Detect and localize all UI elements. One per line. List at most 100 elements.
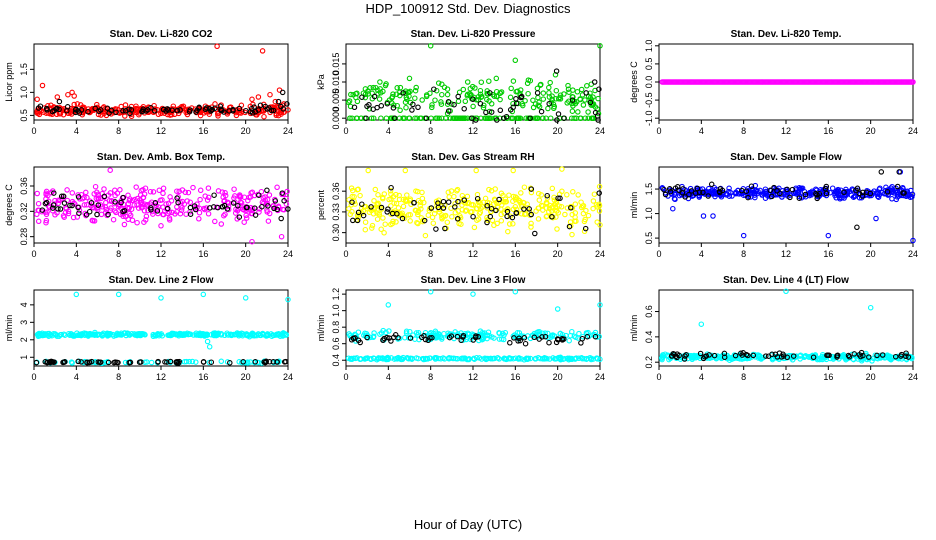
data-point <box>903 190 910 197</box>
data-point <box>597 356 603 363</box>
data-point <box>402 334 408 341</box>
data-point <box>208 332 214 338</box>
data-point <box>211 332 217 339</box>
data-point <box>533 356 539 362</box>
data-point <box>510 206 517 213</box>
data-point <box>755 355 762 361</box>
x-tick-label: 16 <box>823 126 833 136</box>
plot-frame <box>33 289 289 367</box>
y-tick-label: 0.010 <box>331 71 341 94</box>
data-point <box>230 108 236 114</box>
x-tick-label: 4 <box>74 249 79 259</box>
data-point <box>522 98 528 104</box>
data-point <box>94 211 100 218</box>
data-point <box>221 212 227 219</box>
data-point <box>516 330 523 336</box>
data-point <box>504 208 511 215</box>
data-point <box>418 115 425 121</box>
data-point <box>783 288 789 295</box>
data-point <box>488 101 495 107</box>
data-point <box>505 228 511 235</box>
data-point <box>255 107 262 113</box>
data-point <box>591 191 598 197</box>
data-point <box>813 190 819 197</box>
data-point <box>274 184 280 191</box>
data-point <box>471 224 478 231</box>
data-point <box>407 355 414 362</box>
data-point <box>544 200 550 206</box>
data-point <box>580 202 587 209</box>
data-point <box>224 108 230 115</box>
data-point <box>370 115 377 121</box>
data-point <box>778 354 785 360</box>
data-point <box>267 91 273 98</box>
data-point <box>822 186 829 192</box>
data-point <box>49 207 56 214</box>
data-point <box>76 110 83 116</box>
data-point <box>65 91 71 98</box>
data-point <box>572 201 579 207</box>
x-tick-label: 0 <box>31 372 36 382</box>
data-point <box>448 333 455 339</box>
data-point <box>594 219 600 225</box>
data-point <box>769 351 775 358</box>
data-point <box>245 197 251 204</box>
data-point <box>439 81 445 88</box>
data-point <box>107 331 113 337</box>
data-point <box>521 184 528 190</box>
data-point <box>572 210 579 216</box>
data-point <box>463 207 470 213</box>
data-point <box>154 106 161 113</box>
data-point <box>110 216 117 223</box>
data-point <box>510 100 516 107</box>
data-point <box>569 97 576 103</box>
data-point <box>494 117 500 123</box>
x-tick-label: 4 <box>699 372 704 382</box>
data-point <box>510 115 516 121</box>
data-point <box>399 215 406 222</box>
data-point <box>132 196 138 203</box>
data-point <box>910 237 916 244</box>
data-point <box>700 213 707 219</box>
data-point <box>445 199 452 205</box>
data-point <box>799 185 806 191</box>
data-point <box>860 189 866 196</box>
data-point <box>673 353 679 359</box>
data-point <box>138 199 144 206</box>
data-point <box>511 332 518 338</box>
data-point <box>40 332 46 339</box>
x-tick-label: 4 <box>74 372 79 382</box>
data-point <box>592 333 599 340</box>
data-point <box>55 206 61 212</box>
data-point <box>868 192 875 198</box>
x-tick-label: 0 <box>343 249 348 259</box>
data-point <box>489 334 495 340</box>
data-point <box>478 205 484 212</box>
data-point <box>469 209 475 215</box>
data-point <box>486 186 492 193</box>
data-point <box>460 332 467 339</box>
data-point <box>243 215 250 221</box>
data-point <box>393 219 399 225</box>
data-point <box>500 115 507 121</box>
data-point <box>721 354 728 361</box>
data-point <box>86 359 93 366</box>
data-point <box>427 43 434 49</box>
data-point <box>497 96 503 103</box>
data-point <box>35 110 42 116</box>
data-point <box>566 223 573 230</box>
data-point <box>412 207 419 214</box>
x-tick-label: 20 <box>866 126 876 136</box>
data-point <box>597 43 603 49</box>
data-point <box>42 359 48 365</box>
data-point <box>81 330 87 336</box>
data-point <box>60 111 67 118</box>
data-point <box>42 200 49 207</box>
series-black <box>348 332 599 347</box>
data-point <box>105 359 112 366</box>
data-point <box>554 117 560 123</box>
data-point <box>255 94 262 100</box>
data-point <box>825 352 831 358</box>
data-point <box>196 216 202 222</box>
x-tick-label: 16 <box>510 126 520 136</box>
